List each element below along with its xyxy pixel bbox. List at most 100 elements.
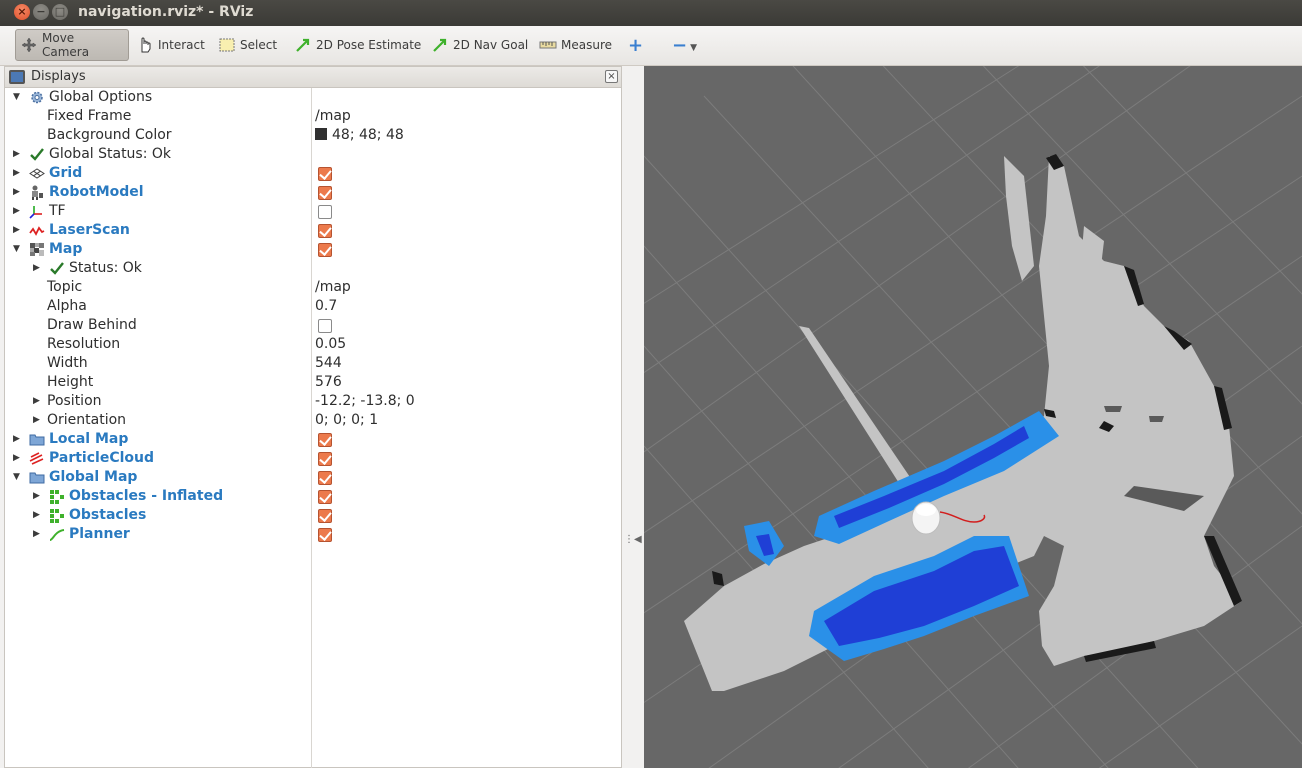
move-camera-icon bbox=[20, 37, 38, 53]
tree-row-orientation[interactable]: ▶ Orientation 0; 0; 0; 1 bbox=[5, 411, 621, 430]
tree-row-robot-model[interactable]: ▶ RobotModel bbox=[5, 183, 621, 202]
tree-row-laser-scan[interactable]: ▶ LaserScan bbox=[5, 221, 621, 240]
map-checkbox[interactable] bbox=[318, 243, 332, 257]
expand-arrow-icon[interactable]: ▶ bbox=[13, 434, 20, 444]
tree-row-topic[interactable]: Topic /map bbox=[5, 278, 621, 297]
tree-row-resolution[interactable]: Resolution 0.05 bbox=[5, 335, 621, 354]
height-label: Height bbox=[47, 374, 94, 390]
particle-cloud-icon bbox=[29, 451, 45, 466]
obstacles-label: Obstacles bbox=[69, 507, 147, 523]
tree-row-tf[interactable]: ▶ TF bbox=[5, 202, 621, 221]
tree-row-alpha[interactable]: Alpha 0.7 bbox=[5, 297, 621, 316]
grid-checkbox[interactable] bbox=[318, 167, 332, 181]
position-value[interactable]: -12.2; -13.8; 0 bbox=[315, 393, 415, 409]
pose-estimate-tool[interactable]: 2D Pose Estimate bbox=[290, 29, 425, 61]
window-maximize-button[interactable]: □ bbox=[52, 4, 68, 20]
particle-cloud-label: ParticleCloud bbox=[49, 450, 154, 466]
expand-arrow-icon[interactable]: ▶ bbox=[13, 187, 20, 197]
expand-arrow-icon[interactable]: ▶ bbox=[13, 206, 20, 216]
obstacles-checkbox[interactable] bbox=[318, 509, 332, 523]
tree-row-obstacles[interactable]: ▶ Obstacles bbox=[5, 506, 621, 525]
tree-row-width[interactable]: Width 544 bbox=[5, 354, 621, 373]
grid-label: Grid bbox=[49, 165, 83, 181]
window-minimize-button[interactable]: − bbox=[33, 4, 49, 20]
tree-row-global-status[interactable]: ▶ Global Status: Ok bbox=[5, 145, 621, 164]
map-canvas[interactable] bbox=[644, 66, 1302, 768]
position-label: Position bbox=[47, 393, 102, 409]
tree-row-map-status[interactable]: ▶ Status: Ok bbox=[5, 259, 621, 278]
tree-row-global-options[interactable]: ▼ Global Options bbox=[5, 88, 621, 107]
3d-viewport[interactable] bbox=[644, 66, 1302, 768]
tree-row-height[interactable]: Height 576 bbox=[5, 373, 621, 392]
alpha-value[interactable]: 0.7 bbox=[315, 298, 338, 314]
orientation-value[interactable]: 0; 0; 0; 1 bbox=[315, 412, 379, 428]
column-divider[interactable] bbox=[311, 88, 312, 768]
interact-tool[interactable]: Interact bbox=[132, 29, 209, 61]
width-label: Width bbox=[47, 355, 88, 371]
close-panel-button[interactable]: × bbox=[605, 70, 618, 83]
particle-cloud-checkbox[interactable] bbox=[318, 452, 332, 466]
planner-checkbox[interactable] bbox=[318, 528, 332, 542]
nav-goal-tool[interactable]: 2D Nav Goal bbox=[427, 29, 532, 61]
gear-icon bbox=[29, 90, 45, 105]
add-tool-button[interactable]: + bbox=[628, 34, 644, 56]
obstacles-inflated-checkbox[interactable] bbox=[318, 490, 332, 504]
move-camera-label: Move Camera bbox=[42, 31, 90, 59]
select-tool[interactable]: Select bbox=[214, 29, 281, 61]
collapse-arrow-icon[interactable]: ▼ bbox=[13, 244, 20, 254]
expand-arrow-icon[interactable]: ▶ bbox=[13, 168, 20, 178]
measure-label: Measure bbox=[561, 38, 612, 52]
expand-arrow-icon[interactable]: ▶ bbox=[33, 263, 40, 273]
tree-row-fixed-frame[interactable]: Fixed Frame /map bbox=[5, 107, 621, 126]
height-value[interactable]: 576 bbox=[315, 374, 342, 390]
tree-row-local-map[interactable]: ▶ Local Map bbox=[5, 430, 621, 449]
width-value[interactable]: 544 bbox=[315, 355, 342, 371]
robot-model-checkbox[interactable] bbox=[318, 186, 332, 200]
remove-tool-button[interactable]: − ▼ bbox=[668, 29, 701, 61]
remove-tool-label: − bbox=[672, 34, 688, 56]
global-map-checkbox[interactable] bbox=[318, 471, 332, 485]
window-close-button[interactable]: × bbox=[14, 4, 30, 20]
expand-arrow-icon[interactable]: ▶ bbox=[13, 453, 20, 463]
checkmark-icon bbox=[49, 261, 65, 276]
tree-row-background-color[interactable]: Background Color 48; 48; 48 bbox=[5, 126, 621, 145]
collapse-arrow-icon[interactable]: ▼ bbox=[13, 472, 20, 482]
expand-arrow-icon[interactable]: ▶ bbox=[13, 149, 20, 159]
expand-arrow-icon[interactable]: ▶ bbox=[13, 225, 20, 235]
draw-behind-checkbox[interactable] bbox=[318, 319, 332, 333]
panel-splitter[interactable]: ⋮◀ bbox=[622, 66, 644, 768]
lethal-obstacles bbox=[756, 426, 1029, 646]
fixed-frame-value[interactable]: /map bbox=[315, 108, 351, 124]
displays-panel: Displays × ▼ Global Options Fixed Frame … bbox=[4, 66, 622, 768]
topic-value[interactable]: /map bbox=[315, 279, 351, 295]
tree-row-global-map[interactable]: ▼ Global Map bbox=[5, 468, 621, 487]
expand-arrow-icon[interactable]: ▶ bbox=[33, 510, 40, 520]
tree-row-particle-cloud[interactable]: ▶ ParticleCloud bbox=[5, 449, 621, 468]
background-color-value-field[interactable]: 48; 48; 48 bbox=[315, 126, 404, 145]
tree-row-map[interactable]: ▼ Map bbox=[5, 240, 621, 259]
expand-arrow-icon[interactable]: ▶ bbox=[33, 491, 40, 501]
tf-checkbox[interactable] bbox=[318, 205, 332, 219]
shaded-cells bbox=[1104, 406, 1204, 511]
collapse-arrow-icon[interactable]: ▼ bbox=[13, 92, 20, 102]
expand-arrow-icon[interactable]: ▶ bbox=[33, 396, 40, 406]
resolution-value[interactable]: 0.05 bbox=[315, 336, 347, 352]
global-options-label: Global Options bbox=[49, 89, 153, 105]
robot-icon bbox=[29, 185, 45, 200]
obstacles-inflated-label: Obstacles - Inflated bbox=[69, 488, 224, 504]
measure-tool[interactable]: Measure bbox=[535, 29, 616, 61]
displays-title: Displays bbox=[31, 69, 86, 84]
move-camera-tool[interactable]: Move Camera bbox=[15, 29, 129, 61]
expand-arrow-icon[interactable]: ▶ bbox=[33, 415, 40, 425]
laser-scan-checkbox[interactable] bbox=[318, 224, 332, 238]
tree-row-obstacles-inflated[interactable]: ▶ Obstacles - Inflated bbox=[5, 487, 621, 506]
background-color-value: 48; 48; 48 bbox=[332, 127, 404, 143]
expand-arrow-icon[interactable]: ▶ bbox=[33, 529, 40, 539]
tree-row-grid[interactable]: ▶ Grid bbox=[5, 164, 621, 183]
tree-row-planner[interactable]: ▶ Planner bbox=[5, 525, 621, 544]
folder-icon bbox=[29, 470, 45, 485]
select-label: Select bbox=[240, 38, 278, 52]
tree-row-position[interactable]: ▶ Position -12.2; -13.8; 0 bbox=[5, 392, 621, 411]
local-map-checkbox[interactable] bbox=[318, 433, 332, 447]
tree-row-draw-behind[interactable]: Draw Behind bbox=[5, 316, 621, 335]
